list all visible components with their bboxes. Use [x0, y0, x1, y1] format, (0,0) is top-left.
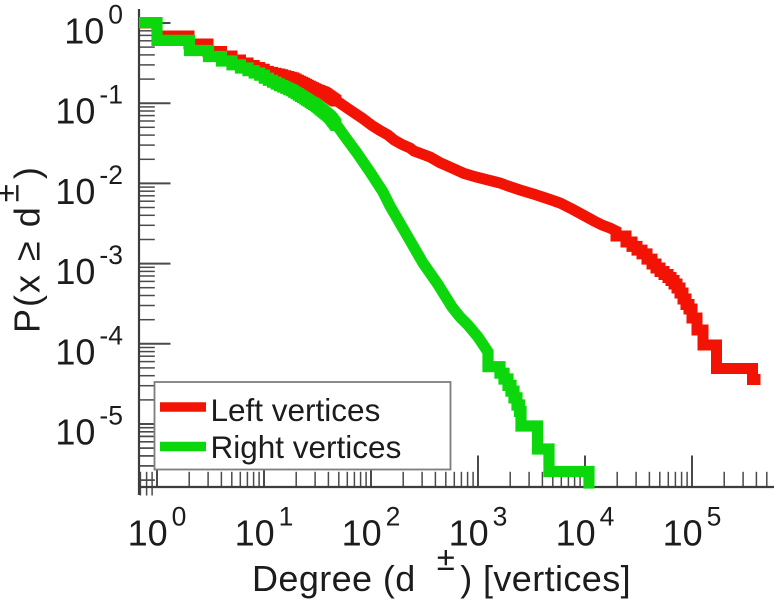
svg-text:104: 10 4 — [556, 502, 615, 554]
svg-text:10-2: 10 -2 — [55, 160, 123, 212]
svg-text:100: 10 0 — [64, 0, 123, 52]
svg-text:10-4: 10 -4 — [55, 320, 123, 372]
svg-text:P(x ≥ d±): P(x ≥ d±) — [0, 165, 48, 333]
svg-text:Left vertices: Left vertices — [211, 392, 381, 428]
svg-text:10-1: 10 -1 — [55, 80, 123, 132]
svg-text:102: 10 2 — [342, 502, 401, 554]
svg-text:105: 10 5 — [663, 502, 722, 554]
svg-text:103: 10 3 — [449, 502, 508, 554]
svg-text:Right vertices: Right vertices — [211, 429, 402, 465]
svg-text:10-3: 10 -3 — [55, 240, 123, 292]
svg-text:101: 10 1 — [235, 502, 294, 554]
svg-text:100: 10 0 — [128, 502, 187, 554]
svg-text:10-5: 10 -5 — [55, 401, 123, 453]
